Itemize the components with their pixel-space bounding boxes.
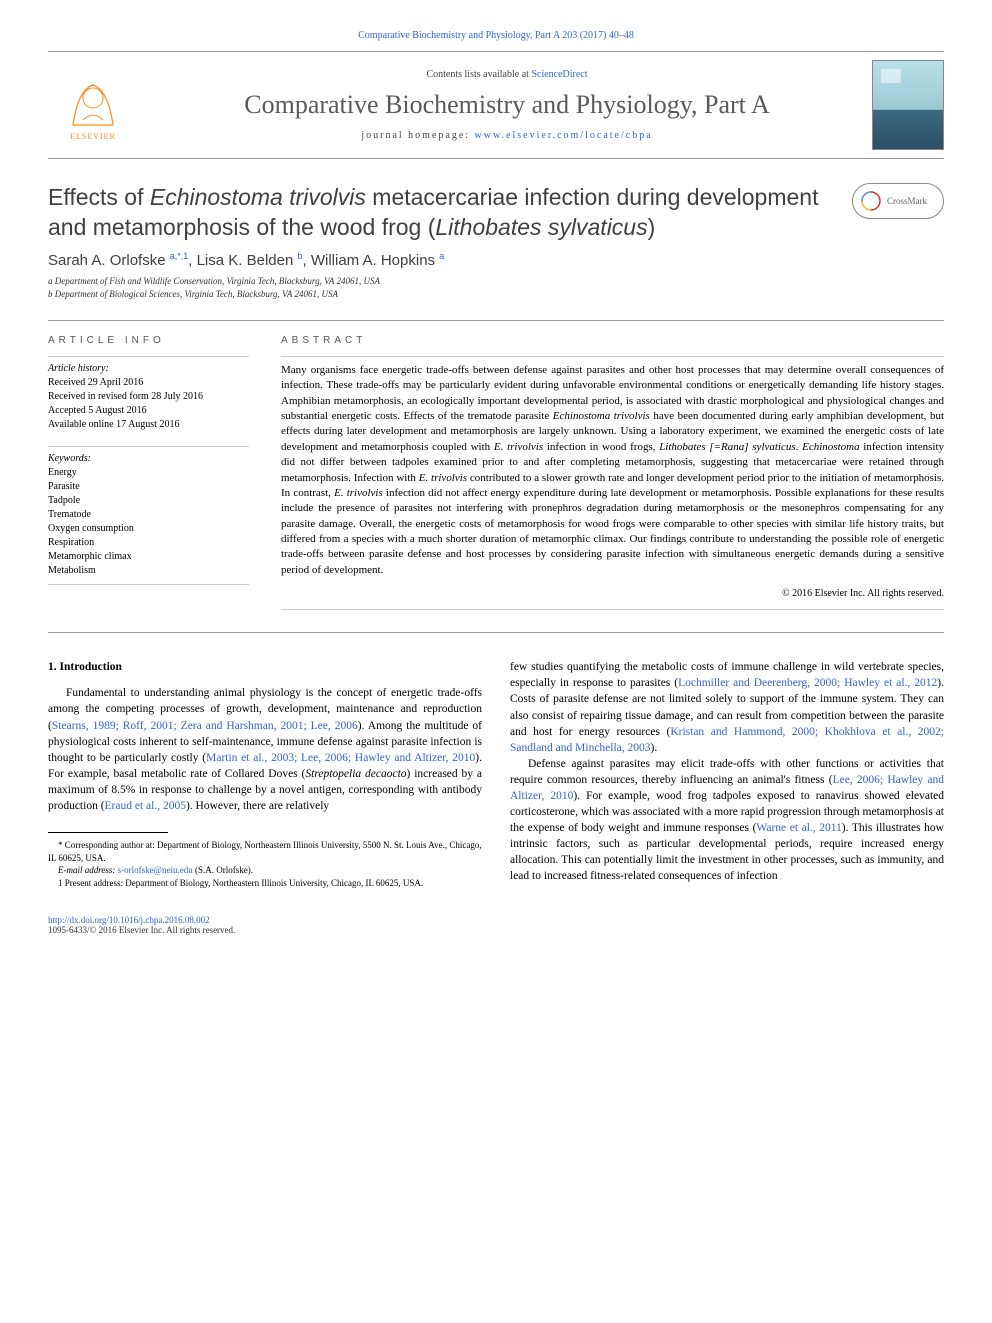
abstract-column: abstract Many organisms face energetic t… [273, 321, 944, 610]
journal-homepage-link[interactable]: www.elsevier.com/locate/cbpa [475, 130, 653, 141]
species-name: Streptopelia decaocto [305, 768, 406, 780]
citation-link[interactable]: Martin et al., 2003; Lee, 2006; Hawley a… [206, 752, 475, 764]
intro-paragraph-1: Fundamental to understanding animal phys… [48, 685, 482, 814]
title-part: Effects of [48, 184, 150, 210]
affiliation-b: b Department of Biological Sciences, Vir… [48, 288, 944, 302]
author-email-link[interactable]: s-orlofske@neiu.edu [118, 865, 193, 875]
intro-heading: 1. Introduction [48, 659, 482, 675]
affiliation-a: a Department of Fish and Wildlife Conser… [48, 275, 944, 289]
present-address-footnote: 1 Present address: Department of Biology… [48, 877, 482, 890]
keyword: Respiration [48, 536, 249, 550]
journal-cover-thumbnail [872, 60, 944, 150]
info-rule [48, 584, 249, 585]
left-column: 1. Introduction Fundamental to understan… [48, 659, 482, 889]
author-2-sep: , Lisa K. Belden [188, 252, 297, 269]
history-accepted: Accepted 5 August 2016 [48, 404, 249, 418]
abstract-species: Echinostoma trivolvis [553, 410, 650, 422]
article-info-heading: article info [48, 335, 249, 346]
authors-line: Sarah A. Orlofske a,*,1, Lisa K. Belden … [48, 251, 944, 269]
p-run: ). [651, 742, 658, 754]
title-species-2: Lithobates sylvaticus [435, 214, 647, 240]
journal-homepage-line: journal homepage: www.elsevier.com/locat… [154, 130, 860, 141]
citation-link[interactable]: Warne et al., 2011 [756, 822, 841, 834]
title-part: ) [648, 214, 656, 240]
keyword: Oxygen consumption [48, 522, 249, 536]
p-run: ). However, there are relatively [186, 800, 329, 812]
crossmark-badge[interactable]: CrossMark [852, 183, 944, 219]
footnote-separator [48, 832, 168, 833]
email-label: E-mail address: [58, 865, 118, 875]
section-rule [48, 632, 944, 633]
abstract-species: E. trivolvis [494, 441, 543, 453]
affiliations-block: a Department of Fish and Wildlife Conser… [48, 275, 944, 302]
citation-link[interactable]: Stearns, 1989; Roff, 2001; Zera and Hars… [52, 720, 358, 732]
contents-available-line: Contents lists available at ScienceDirec… [154, 69, 860, 80]
running-header-citation: Comparative Biochemistry and Physiology,… [48, 30, 944, 41]
email-tail: (S.A. Orlofske). [193, 865, 253, 875]
history-online: Available online 17 August 2016 [48, 418, 249, 432]
homepage-prefix: journal homepage: [361, 130, 474, 141]
article-history-label: Article history: [48, 356, 249, 374]
history-revised: Received in revised form 28 July 2016 [48, 390, 249, 404]
keyword: Tadpole [48, 494, 249, 508]
doi-link[interactable]: http://dx.doi.org/10.1016/j.cbpa.2016.08… [48, 915, 235, 925]
intro-paragraph-2: Defense against parasites may elicit tra… [510, 756, 944, 885]
corresponding-author-footnote: * Corresponding author at: Department of… [48, 839, 482, 864]
author-3-sep: , William A. Hopkins [303, 252, 440, 269]
keyword: Energy [48, 466, 249, 480]
right-column: few studies quantifying the metabolic co… [510, 659, 944, 889]
body-two-columns: 1. Introduction Fundamental to understan… [48, 659, 944, 889]
citation-link[interactable]: Lochmiller and Deerenberg, 2000; Hawley … [678, 677, 937, 689]
intro-paragraph-1-cont: few studies quantifying the metabolic co… [510, 659, 944, 756]
keyword: Trematode [48, 508, 249, 522]
keyword: Metamorphic climax [48, 550, 249, 564]
abstract-run: infection did not affect energy expendit… [281, 487, 944, 576]
journal-name: Comparative Biochemistry and Physiology,… [154, 90, 860, 120]
citation-link[interactable]: Eraud et al., 2005 [105, 800, 186, 812]
elsevier-logo: ELSEVIER [48, 60, 138, 150]
publisher-name: ELSEVIER [70, 132, 116, 141]
abstract-species: Lithobates [=Rana] sylvaticus [659, 441, 795, 453]
sciencedirect-link[interactable]: ScienceDirect [531, 69, 587, 80]
issn-copyright: 1095-6433/© 2016 Elsevier Inc. All right… [48, 925, 235, 935]
author-1: Sarah A. Orlofske [48, 252, 170, 269]
abstract-text: Many organisms face energetic trade-offs… [281, 356, 944, 588]
abstract-run: infection in wood frogs, [543, 441, 659, 453]
abstract-species: E. trivolvis [419, 472, 467, 484]
article-title: Effects of Echinostoma trivolvis metacer… [48, 183, 852, 243]
author-3-affil: a [439, 251, 444, 261]
abstract-copyright: © 2016 Elsevier Inc. All rights reserved… [281, 588, 944, 610]
article-info-sidebar: article info Article history: Received 2… [48, 321, 273, 610]
email-footnote: E-mail address: s-orlofske@neiu.edu (S.A… [48, 864, 482, 877]
abstract-species: Echinostoma [802, 441, 859, 453]
crossmark-label: CrossMark [887, 196, 927, 206]
title-species-1: Echinostoma trivolvis [150, 184, 366, 210]
journal-header: ELSEVIER Contents lists available at Sci… [48, 51, 944, 159]
history-received: Received 29 April 2016 [48, 376, 249, 390]
abstract-heading: abstract [281, 335, 944, 346]
keywords-label: Keywords: [48, 446, 249, 464]
keyword: Parasite [48, 480, 249, 494]
contents-prefix: Contents lists available at [426, 69, 531, 80]
page-footer: http://dx.doi.org/10.1016/j.cbpa.2016.08… [48, 915, 944, 935]
author-1-affil: a,*,1 [170, 251, 189, 261]
abstract-species: E. trivolvis [334, 487, 383, 499]
keyword: Metabolism [48, 564, 249, 578]
crossmark-icon [861, 191, 881, 211]
